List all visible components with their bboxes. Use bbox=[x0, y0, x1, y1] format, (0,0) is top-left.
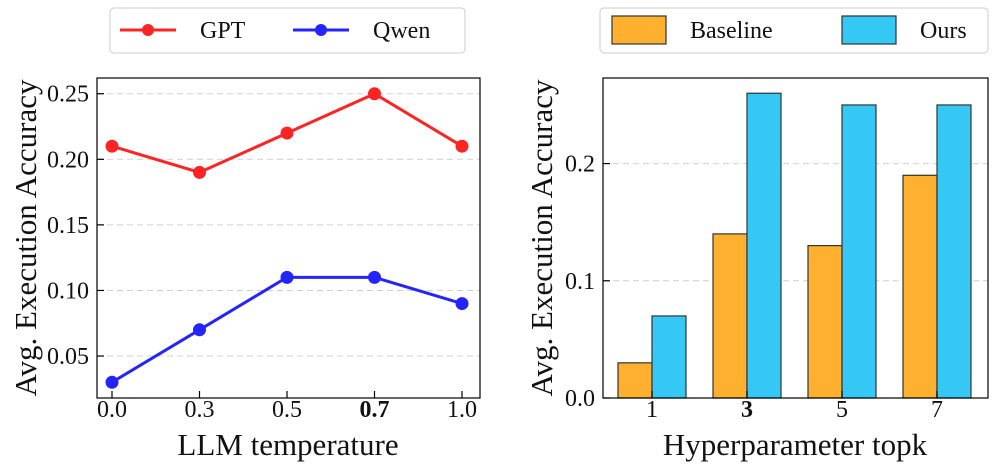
qwen-data-point bbox=[455, 297, 469, 311]
ours-bar bbox=[841, 104, 877, 399]
y-axis-label: Avg. Execution Accuracy bbox=[524, 79, 559, 397]
gpt-legend-label: GPT bbox=[200, 18, 246, 44]
y-tick-label: 0.25 bbox=[47, 82, 89, 108]
x-axis-label: Hyperparameter topk bbox=[663, 427, 928, 462]
x-tick-label: 1 bbox=[646, 397, 658, 423]
baseline-bar bbox=[902, 174, 938, 399]
x-tick-label: 7 bbox=[931, 397, 943, 423]
ours-legend-swatch bbox=[841, 15, 897, 45]
y-axis-ticks: 0.05 0.10 0.15 0.20 0.25 bbox=[47, 82, 104, 370]
x-tick-label: 0.3 bbox=[185, 397, 215, 423]
x-tick-label: 1.0 bbox=[447, 397, 477, 423]
gpt-data-point bbox=[105, 139, 119, 153]
legend-frame bbox=[109, 7, 466, 54]
baseline-bar bbox=[807, 245, 843, 399]
ours-bar bbox=[651, 315, 687, 399]
series-points bbox=[105, 87, 469, 389]
qwen-data-point bbox=[368, 270, 381, 284]
y-tick-label: 0.10 bbox=[47, 278, 89, 304]
y-tick-label: 0.1 bbox=[565, 269, 595, 295]
y-tick-label: 0.05 bbox=[47, 344, 89, 370]
x-tick-label: 0.5 bbox=[272, 397, 302, 423]
y-tick-label: 0.0 bbox=[565, 386, 595, 412]
legend: GPT Qwen bbox=[109, 7, 466, 54]
series-bars bbox=[617, 92, 972, 399]
y-axis-ticks: 0.0 0.1 0.2 bbox=[565, 152, 610, 412]
topk-bar-chart: 0.0 0.1 0.2 1 3 5 7 Hyperparameter topk Avg. … bbox=[524, 7, 989, 462]
x-axis-ticks: 1 3 5 7 bbox=[646, 391, 943, 423]
x-tick-label: 5 bbox=[836, 397, 848, 423]
baseline-bar bbox=[617, 362, 653, 399]
y-tick-label: 0.20 bbox=[47, 147, 89, 173]
qwen-legend-label: Qwen bbox=[373, 18, 430, 44]
gpt-data-point bbox=[368, 87, 381, 101]
gpt-data-point bbox=[193, 165, 206, 179]
qwen-data-point bbox=[105, 375, 119, 389]
x-tick-label: 0.7 bbox=[360, 397, 390, 423]
gpt-legend-marker bbox=[142, 24, 154, 36]
gpt-data-point bbox=[455, 139, 469, 153]
baseline-legend-label: Baseline bbox=[690, 18, 773, 44]
qwen-series-line bbox=[111, 275, 463, 384]
legend: Baseline Ours bbox=[599, 7, 989, 54]
y-axis-label: Avg. Execution Accuracy bbox=[8, 79, 43, 397]
qwen-data-point bbox=[193, 323, 206, 337]
ours-bar bbox=[936, 104, 972, 399]
x-tick-label: 0.0 bbox=[97, 397, 127, 423]
qwen-data-point bbox=[280, 270, 294, 284]
y-tick-label: 0.15 bbox=[47, 213, 89, 239]
x-axis-ticks: 0.0 0.3 0.5 0.7 1.0 bbox=[97, 391, 477, 423]
baseline-bar bbox=[712, 233, 748, 399]
plot-frame bbox=[96, 77, 481, 399]
gpt-data-point bbox=[280, 126, 294, 140]
x-axis-label: LLM temperature bbox=[177, 427, 398, 462]
x-tick-label: 3 bbox=[741, 397, 753, 423]
ours-bar bbox=[746, 92, 782, 399]
plot-frame bbox=[602, 77, 989, 399]
ours-legend-label: Ours bbox=[920, 18, 967, 44]
temperature-line-chart: 0.05 0.10 0.15 0.20 0.25 0.0 0.3 0.5 0.7 1.0 LLM… bbox=[8, 7, 481, 462]
qwen-legend-marker bbox=[315, 24, 327, 36]
baseline-legend-swatch bbox=[611, 15, 667, 45]
y-tick-label: 0.2 bbox=[565, 152, 595, 178]
